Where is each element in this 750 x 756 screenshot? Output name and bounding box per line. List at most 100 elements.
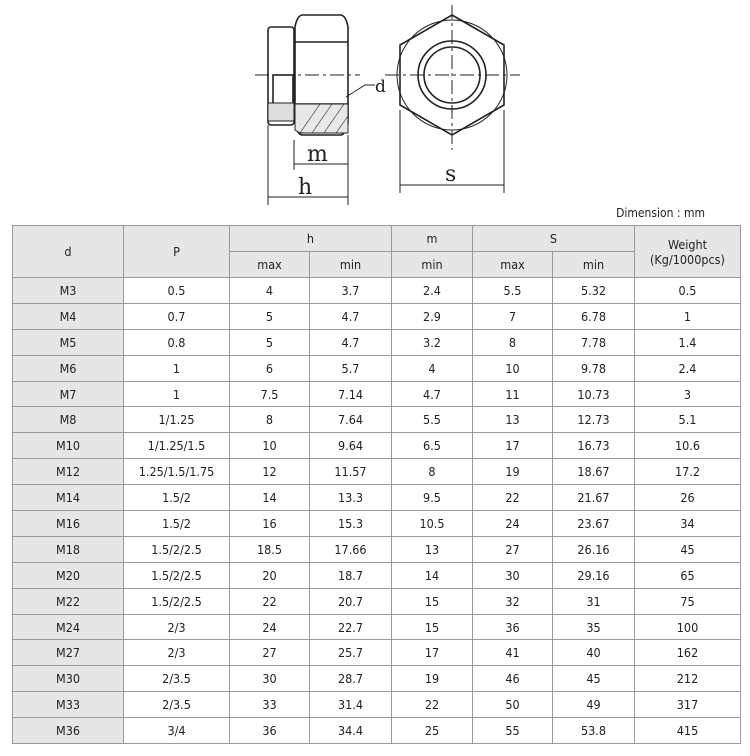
cell-p: 0.8 xyxy=(123,328,230,356)
cell-weight: 75 xyxy=(634,587,741,615)
cell-s-max: 30 xyxy=(472,561,553,589)
table-row: M3 0.5 4 3.7 2.4 5.5 5.32 0.5 xyxy=(12,277,741,304)
cell-d: M27 xyxy=(12,639,124,667)
cell-s-max: 11 xyxy=(472,380,553,408)
cell-h-max: 10 xyxy=(229,432,310,460)
cell-p: 0.7 xyxy=(123,302,230,330)
cell-m-min: 15 xyxy=(391,613,473,641)
table-row: M22 1.5/2/2.5 22 20.7 15 32 31 75 xyxy=(12,587,741,615)
cell-weight: 5.1 xyxy=(634,406,741,434)
cell-d: M4 xyxy=(12,302,124,330)
header-m: m xyxy=(391,225,473,252)
cell-s-max: 24 xyxy=(472,510,553,537)
cell-p: 1.5/2 xyxy=(123,484,230,512)
weight-label: Weight xyxy=(667,236,708,252)
cell-h-max: 7.5 xyxy=(229,380,310,408)
label-d: d xyxy=(375,77,386,97)
cell-s-min: 10.73 xyxy=(552,380,635,408)
cell-s-min: 45 xyxy=(552,665,635,693)
table-row: M4 0.7 5 4.7 2.9 7 6.78 1 xyxy=(12,302,741,330)
cell-s-max: 7 xyxy=(472,302,553,330)
table-row: M33 2/3.5 33 31.4 22 50 49 317 xyxy=(12,691,741,719)
cell-s-min: 40 xyxy=(552,639,635,667)
cell-weight: 17.2 xyxy=(634,458,741,486)
cell-d: M24 xyxy=(12,613,124,641)
cell-weight: 415 xyxy=(634,717,741,745)
cell-h-min: 13.3 xyxy=(309,484,392,512)
cell-h-min: 5.7 xyxy=(309,354,392,382)
cell-m-min: 8 xyxy=(391,458,473,486)
table-row: M6 1 6 5.7 4 10 9.78 2.4 xyxy=(12,354,741,382)
cell-h-min: 20.7 xyxy=(309,587,392,615)
cell-d: M7 xyxy=(12,380,124,408)
cell-s-min: 7.78 xyxy=(552,328,635,356)
cell-m-min: 5.5 xyxy=(391,406,473,434)
table-row: M5 0.8 5 4.7 3.2 8 7.78 1.4 xyxy=(12,328,741,356)
table-row: M20 1.5/2/2.5 20 18.7 14 30 29.16 65 xyxy=(12,561,741,589)
cell-p: 1.5/2/2.5 xyxy=(123,535,230,563)
table-row: M8 1/1.25 8 7.64 5.5 13 12.73 5.1 xyxy=(12,406,741,434)
cell-h-max: 22 xyxy=(229,587,310,615)
table-row: M18 1.5/2/2.5 18.5 17.66 13 27 26.16 45 xyxy=(12,535,741,563)
table-row: M30 2/3.5 30 28.7 19 46 45 212 xyxy=(12,665,741,693)
cell-p: 2/3.5 xyxy=(123,665,230,693)
cell-h-max: 4 xyxy=(229,277,310,304)
cell-p: 2/3 xyxy=(123,639,230,667)
cell-weight: 317 xyxy=(634,691,741,719)
cell-d: M10 xyxy=(12,432,124,460)
cell-s-min: 23.67 xyxy=(552,510,635,537)
cell-weight: 26 xyxy=(634,484,741,512)
table-row: M16 1.5/2 16 15.3 10.5 24 23.67 34 xyxy=(12,510,741,537)
cell-p: 1 xyxy=(123,380,230,408)
cell-d: M14 xyxy=(12,484,124,512)
cell-p: 3/4 xyxy=(123,717,230,745)
cell-s-min: 18.67 xyxy=(552,458,635,486)
cell-s-max: 46 xyxy=(472,665,553,693)
table-row: M7 1 7.5 7.14 4.7 11 10.73 3 xyxy=(12,380,741,408)
cell-h-min: 7.14 xyxy=(309,380,392,408)
cell-d: M6 xyxy=(12,354,124,382)
cell-h-min: 11.57 xyxy=(309,458,392,486)
cell-s-min: 26.16 xyxy=(552,535,635,563)
cell-p: 1.5/2/2.5 xyxy=(123,561,230,589)
cell-m-min: 2.4 xyxy=(391,277,473,304)
cell-s-min: 6.78 xyxy=(552,302,635,330)
table-row: M36 3/4 36 34.4 25 55 53.8 415 xyxy=(12,717,741,745)
cell-d: M36 xyxy=(12,717,124,745)
cell-s-max: 32 xyxy=(472,587,553,615)
cell-s-min: 12.73 xyxy=(552,406,635,434)
cell-h-max: 18.5 xyxy=(229,535,310,563)
label-h: h xyxy=(298,175,312,200)
cell-d: M12 xyxy=(12,458,124,486)
cell-weight: 34 xyxy=(634,510,741,537)
dimension-table: d P h m S Weight (Kg/1000pcs) max min min… xyxy=(12,225,741,745)
cell-p: 1/1.25 xyxy=(123,406,230,434)
cell-weight: 0.5 xyxy=(634,277,741,304)
cell-d: M30 xyxy=(12,665,124,693)
table-row: M24 2/3 24 22.7 15 36 35 100 xyxy=(12,613,741,641)
label-s: s xyxy=(445,162,456,187)
cell-d: M20 xyxy=(12,561,124,589)
label-m: m xyxy=(307,142,328,167)
cell-m-min: 15 xyxy=(391,587,473,615)
cell-h-min: 22.7 xyxy=(309,613,392,641)
cell-s-min: 53.8 xyxy=(552,717,635,745)
cell-h-min: 18.7 xyxy=(309,561,392,589)
cell-s-max: 27 xyxy=(472,535,553,563)
header-h-min: min xyxy=(309,251,392,278)
cell-s-max: 50 xyxy=(472,691,553,719)
cell-h-min: 7.64 xyxy=(309,406,392,434)
cell-p: 0.5 xyxy=(123,277,230,304)
cell-m-min: 6.5 xyxy=(391,432,473,460)
dimension-unit: Dimension : mm xyxy=(616,206,705,220)
cell-d: M18 xyxy=(12,535,124,563)
weight-unit: (Kg/1000pcs) xyxy=(650,251,725,267)
cell-weight: 45 xyxy=(634,535,741,563)
cell-s-max: 10 xyxy=(472,354,553,382)
cell-p: 1.25/1.5/1.75 xyxy=(123,458,230,486)
header-s: S xyxy=(472,225,635,252)
cell-weight: 1 xyxy=(634,302,741,330)
cell-m-min: 9.5 xyxy=(391,484,473,512)
table-row: M27 2/3 27 25.7 17 41 40 162 xyxy=(12,639,741,667)
cell-s-min: 21.67 xyxy=(552,484,635,512)
